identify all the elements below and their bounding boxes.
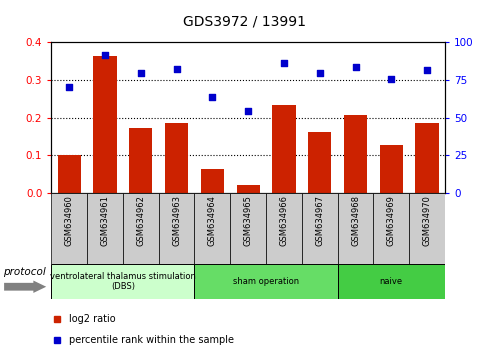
- Text: naive: naive: [379, 277, 402, 286]
- Point: [65, 84, 73, 90]
- Bar: [194, 193, 230, 264]
- Text: GSM634963: GSM634963: [172, 195, 181, 246]
- Text: protocol: protocol: [2, 267, 45, 276]
- Text: ventrolateral thalamus stimulation
(DBS): ventrolateral thalamus stimulation (DBS): [50, 272, 196, 291]
- Text: GSM634964: GSM634964: [207, 195, 217, 246]
- Bar: [230, 193, 265, 264]
- Bar: [337, 193, 373, 264]
- Text: log2 ratio: log2 ratio: [69, 314, 116, 324]
- Point: [386, 76, 394, 82]
- Text: GDS3972 / 13991: GDS3972 / 13991: [183, 14, 305, 28]
- Bar: [164, 123, 188, 193]
- Bar: [343, 115, 366, 193]
- Point: [280, 60, 287, 65]
- Bar: [93, 56, 117, 193]
- Point: [137, 70, 144, 75]
- Bar: [129, 128, 152, 193]
- Bar: [236, 185, 259, 193]
- Point: [315, 70, 323, 75]
- Point: [351, 64, 359, 69]
- Bar: [373, 193, 408, 264]
- Text: GSM634969: GSM634969: [386, 195, 395, 246]
- Text: GSM634966: GSM634966: [279, 195, 288, 246]
- Bar: [87, 193, 122, 264]
- Bar: [337, 264, 444, 299]
- Bar: [265, 193, 301, 264]
- Text: GSM634962: GSM634962: [136, 195, 145, 246]
- FancyArrow shape: [4, 280, 46, 293]
- Bar: [379, 145, 402, 193]
- Point: [244, 108, 252, 114]
- Text: GSM634961: GSM634961: [101, 195, 109, 246]
- Text: sham operation: sham operation: [232, 277, 299, 286]
- Bar: [408, 193, 444, 264]
- Bar: [272, 105, 295, 193]
- Text: GSM634965: GSM634965: [243, 195, 252, 246]
- Point: [172, 66, 180, 72]
- Bar: [194, 264, 337, 299]
- Bar: [51, 193, 87, 264]
- Text: GSM634967: GSM634967: [315, 195, 324, 246]
- Bar: [122, 193, 159, 264]
- Text: percentile rank within the sample: percentile rank within the sample: [69, 335, 234, 345]
- Bar: [415, 122, 438, 193]
- Bar: [307, 132, 331, 193]
- Bar: [159, 193, 194, 264]
- Text: GSM634968: GSM634968: [350, 195, 359, 246]
- Bar: [301, 193, 337, 264]
- Point: [208, 94, 216, 99]
- Bar: [51, 264, 194, 299]
- Point: [422, 67, 430, 73]
- Text: GSM634960: GSM634960: [64, 195, 74, 246]
- Text: GSM634970: GSM634970: [422, 195, 431, 246]
- Point: [101, 52, 109, 58]
- Bar: [58, 155, 81, 193]
- Bar: [201, 169, 224, 193]
